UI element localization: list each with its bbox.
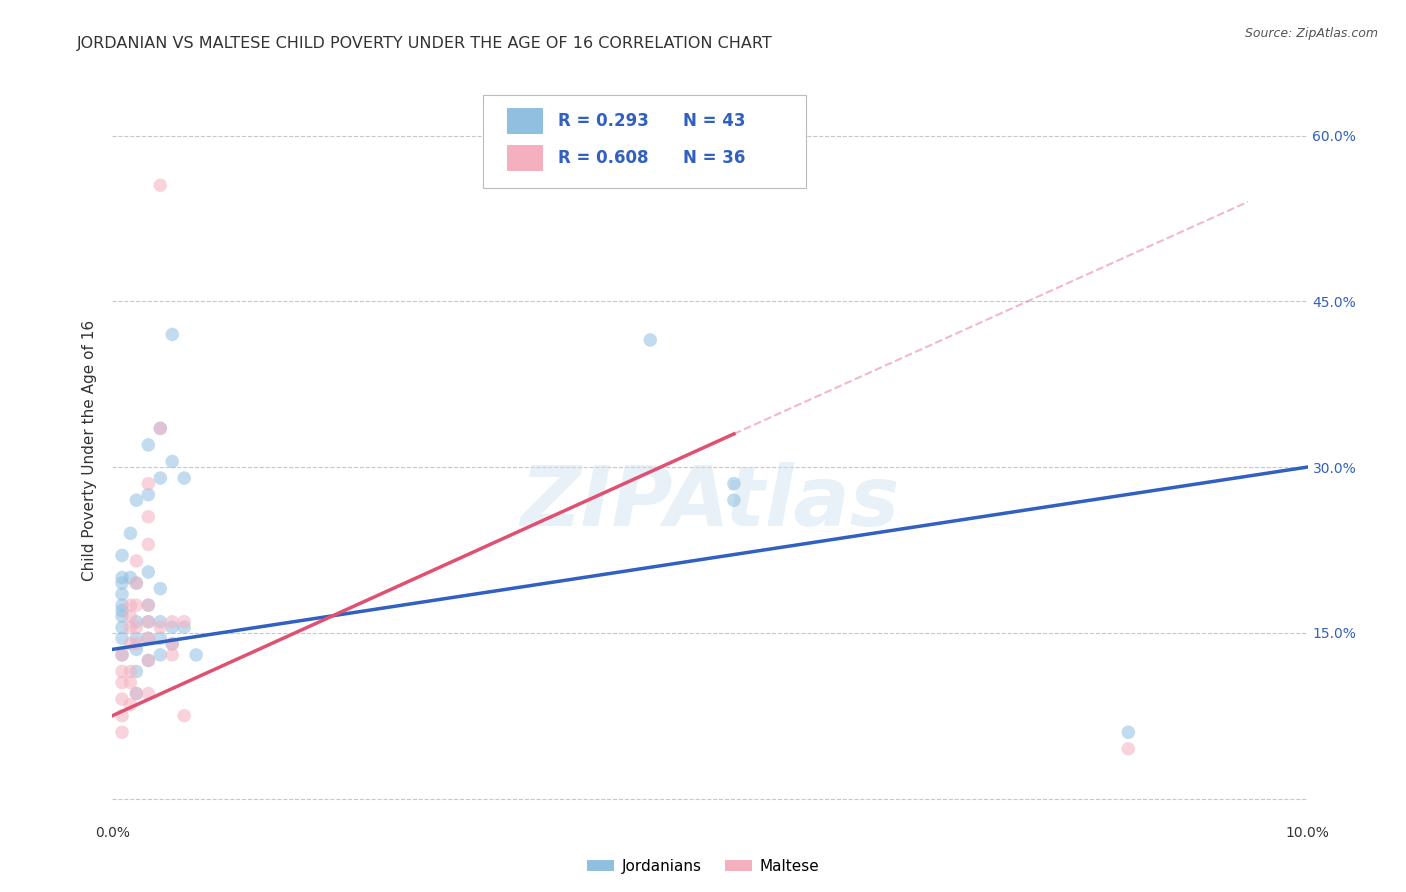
FancyBboxPatch shape — [508, 145, 543, 171]
Point — [162, 637, 183, 651]
Point — [125, 615, 148, 629]
Point — [138, 615, 160, 629]
FancyBboxPatch shape — [508, 108, 543, 135]
Point — [120, 526, 142, 541]
Point — [186, 648, 208, 662]
Point — [120, 637, 142, 651]
Point — [149, 648, 172, 662]
Point — [138, 438, 160, 452]
Point — [138, 653, 160, 667]
Point — [120, 598, 142, 612]
Point — [138, 476, 160, 491]
Point — [138, 598, 160, 612]
Point — [149, 615, 172, 629]
Point — [149, 178, 172, 193]
Point — [149, 632, 172, 646]
Point — [162, 454, 183, 468]
Text: N = 36: N = 36 — [682, 149, 745, 167]
Point — [125, 554, 148, 568]
Point — [111, 708, 134, 723]
Point — [138, 615, 160, 629]
Point — [149, 471, 172, 485]
Text: R = 0.293: R = 0.293 — [558, 112, 650, 130]
Point — [1118, 725, 1140, 739]
FancyBboxPatch shape — [484, 95, 806, 187]
Point — [138, 488, 160, 502]
Point — [111, 632, 134, 646]
Point — [111, 675, 134, 690]
Point — [111, 725, 134, 739]
Point — [173, 471, 195, 485]
Point — [149, 620, 172, 634]
Point — [120, 665, 142, 679]
Point — [138, 653, 160, 667]
Point — [111, 648, 134, 662]
Point — [162, 637, 183, 651]
Point — [111, 648, 134, 662]
Point — [149, 421, 172, 435]
Point — [125, 637, 148, 651]
Point — [149, 582, 172, 596]
Point — [120, 570, 142, 584]
Point — [111, 576, 134, 591]
Point — [173, 620, 195, 634]
Point — [162, 615, 183, 629]
Text: JORDANIAN VS MALTESE CHILD POVERTY UNDER THE AGE OF 16 CORRELATION CHART: JORDANIAN VS MALTESE CHILD POVERTY UNDER… — [77, 36, 773, 51]
Point — [138, 687, 160, 701]
Text: Source: ZipAtlas.com: Source: ZipAtlas.com — [1244, 27, 1378, 40]
Point — [138, 509, 160, 524]
Point — [120, 609, 142, 624]
Point — [138, 537, 160, 551]
Point — [1118, 741, 1140, 756]
Point — [125, 687, 148, 701]
Point — [111, 598, 134, 612]
Point — [162, 648, 183, 662]
Point — [149, 421, 172, 435]
Text: N = 43: N = 43 — [682, 112, 745, 130]
Point — [111, 549, 134, 563]
Point — [125, 620, 148, 634]
Point — [111, 604, 134, 618]
Point — [120, 675, 142, 690]
Point — [138, 632, 160, 646]
Point — [120, 620, 142, 634]
Point — [138, 632, 160, 646]
Point — [173, 708, 195, 723]
Point — [173, 615, 195, 629]
Point — [125, 598, 148, 612]
Point — [138, 565, 160, 579]
Text: ZIPAtlas: ZIPAtlas — [520, 462, 900, 543]
Point — [162, 620, 183, 634]
Point — [723, 493, 745, 508]
Point — [125, 493, 148, 508]
Text: R = 0.608: R = 0.608 — [558, 149, 648, 167]
Point — [111, 609, 134, 624]
Point — [111, 570, 134, 584]
Point — [125, 642, 148, 657]
Point — [125, 687, 148, 701]
Point — [138, 598, 160, 612]
Legend: Jordanians, Maltese: Jordanians, Maltese — [581, 853, 825, 880]
Point — [125, 632, 148, 646]
Point — [125, 665, 148, 679]
Point — [111, 665, 134, 679]
Point — [723, 476, 745, 491]
Point — [640, 333, 662, 347]
Point — [111, 620, 134, 634]
Point — [111, 692, 134, 706]
Point — [111, 587, 134, 601]
Point — [120, 698, 142, 712]
Point — [125, 576, 148, 591]
Point — [125, 576, 148, 591]
Y-axis label: Child Poverty Under the Age of 16: Child Poverty Under the Age of 16 — [82, 320, 97, 581]
Point — [162, 327, 183, 342]
